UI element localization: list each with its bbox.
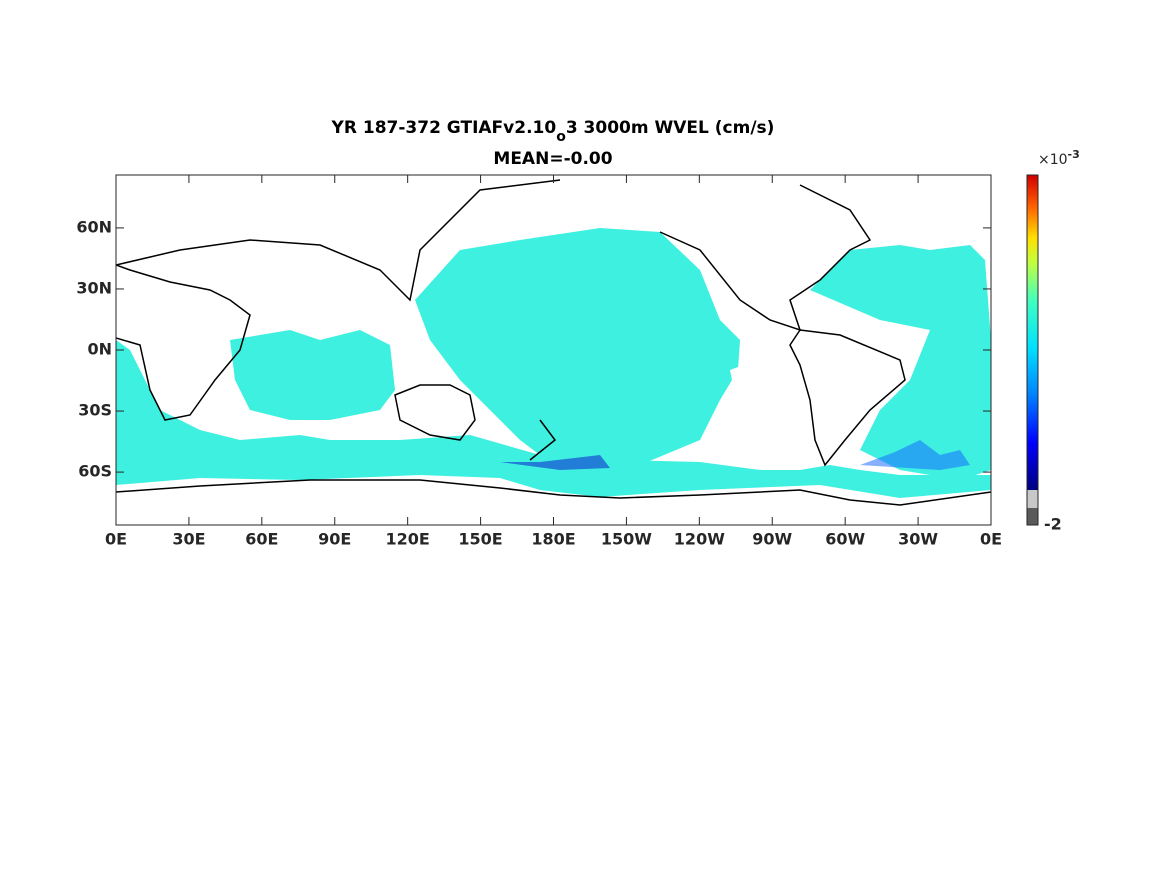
- colorbar-ramp: [1027, 175, 1038, 490]
- australia: [394, 384, 476, 441]
- colorbar-box: [1026, 174, 1039, 526]
- chart-title: YR 187-372 GTIAFv2.10o3 3000m WVEL (cm/s…: [331, 118, 775, 145]
- antarctica: [116, 479, 991, 506]
- x-tick-label: 0E: [980, 530, 1002, 549]
- title-main: YR 187-372 GTIAFv2.10: [331, 118, 557, 138]
- y-tick-label: 30S: [78, 401, 112, 420]
- x-tick-label: 120W: [674, 530, 725, 549]
- colorbar-exponent: -3: [1068, 148, 1080, 161]
- colorbar-multiplier: ×10-3: [1038, 148, 1080, 168]
- x-tick-label: 60W: [825, 530, 865, 549]
- x-tick-label: 60E: [245, 530, 278, 549]
- atlantic: [810, 245, 991, 480]
- y-tick-label: 0N: [87, 340, 112, 359]
- x-tick-label: 90E: [318, 530, 351, 549]
- x-tick-label: 30E: [172, 530, 205, 549]
- title-rest: 3 3000m WVEL (cm/s): [566, 118, 775, 138]
- anomaly: [500, 455, 610, 470]
- x-tick-label: 150E: [458, 530, 502, 549]
- pacific: [415, 228, 740, 470]
- x-tick-label: 0E: [105, 530, 127, 549]
- chart-subtitle: MEAN=-0.00: [493, 149, 612, 169]
- x-tick-label: 150W: [601, 530, 652, 549]
- colorbar-segment: [1027, 508, 1038, 525]
- colorbar-base: ×10: [1038, 152, 1068, 168]
- ocean-field: [116, 228, 991, 498]
- x-tick-label: 180E: [531, 530, 575, 549]
- southern: [116, 340, 991, 498]
- x-tick-label: 30W: [898, 530, 938, 549]
- y-tick-label: 60S: [78, 462, 112, 481]
- africa: [116, 264, 251, 421]
- y-tick-label: 30N: [76, 278, 112, 297]
- x-tick-label: 90W: [752, 530, 792, 549]
- land-gap: [730, 355, 790, 410]
- eurasia: [116, 179, 561, 302]
- coastlines: [116, 179, 991, 506]
- title-subscript: o: [556, 129, 566, 145]
- north-america: [659, 184, 872, 332]
- x-tick-label: 120E: [386, 530, 430, 549]
- indian: [230, 330, 395, 420]
- new-zealand: [529, 419, 557, 461]
- colorbar-tick-label: -2: [1044, 515, 1062, 534]
- south-america: [789, 329, 906, 467]
- y-tick-label: 60N: [76, 217, 112, 236]
- colorbar-segment: [1027, 490, 1038, 508]
- anomaly: [860, 440, 970, 470]
